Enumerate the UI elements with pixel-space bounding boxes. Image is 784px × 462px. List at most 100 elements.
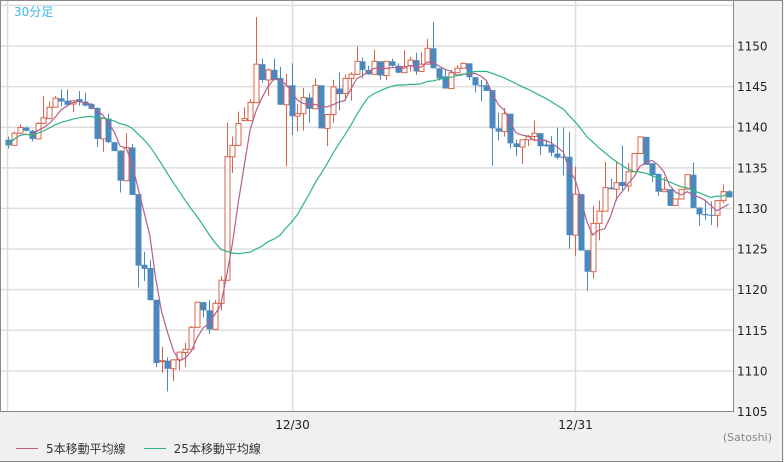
legend-item-ma5: 5本移動平均線 — [16, 440, 126, 457]
candle-body-down — [58, 98, 65, 102]
candle-body-down — [643, 136, 650, 165]
candle-body-down — [277, 77, 284, 105]
candle-body-down — [537, 133, 544, 147]
candle-body-down — [436, 68, 443, 79]
candle-body-down — [76, 99, 83, 102]
candle-body-up — [312, 84, 319, 110]
candle-body-down — [141, 264, 148, 269]
candle-body-down — [430, 48, 437, 69]
candle-body-up — [501, 113, 508, 133]
candle-body-up — [354, 60, 361, 75]
candle-body-down — [466, 63, 473, 78]
candle-body-down — [543, 144, 550, 147]
candle-body-up — [224, 156, 231, 281]
legend-swatch-ma25 — [143, 448, 166, 449]
plot-area — [0, 0, 733, 411]
candle-body-down — [200, 302, 207, 311]
candle-body-up — [294, 113, 301, 117]
candle-body-up — [684, 174, 691, 190]
legend-label-ma25: 25本移動平均線 — [173, 442, 261, 456]
legend-swatch-ma5 — [16, 448, 38, 449]
y-tick-label: 1125 — [737, 243, 768, 257]
y-tick-label: 1110 — [737, 364, 768, 378]
candle-body-up — [519, 139, 526, 148]
y-tick-label: 1105 — [737, 405, 768, 419]
candle-body-down — [105, 118, 112, 143]
legend-item-ma25: 25本移動平均線 — [143, 440, 261, 457]
candle-body-down — [289, 85, 296, 117]
candle-body-down — [560, 156, 567, 158]
candle-body-up — [531, 132, 538, 137]
candle-body-down — [111, 142, 118, 152]
candle-body-up — [170, 359, 177, 370]
candle-body-up — [348, 73, 355, 79]
candle-body-up — [247, 101, 254, 122]
candle-body-down — [554, 153, 561, 158]
candle-body-up — [448, 72, 455, 90]
candle-body-down — [483, 85, 490, 91]
candle-body-down — [5, 139, 12, 146]
candle-body-up — [637, 136, 644, 155]
candle-body-up — [613, 182, 620, 190]
candle-body-down — [690, 174, 697, 208]
candle-body-down — [442, 76, 449, 89]
candle-body-up — [253, 63, 260, 104]
candle-body-down — [584, 250, 591, 272]
candle-body-up — [229, 144, 236, 158]
y-tick-label: 1120 — [737, 283, 768, 297]
candle-body-up — [100, 118, 107, 140]
candle-body-up — [631, 153, 638, 173]
candle-body-up — [418, 63, 425, 72]
candle-body-down — [619, 181, 626, 187]
candle-body-up — [300, 96, 307, 115]
candle-body-down — [667, 189, 674, 206]
candle-body-up — [330, 86, 337, 116]
candle-body-up — [283, 85, 290, 106]
candle-body-up — [401, 66, 408, 74]
candle-body-down — [306, 97, 313, 109]
candle-body-down — [206, 310, 213, 330]
candle-body-down — [708, 214, 715, 216]
candle-body-down — [655, 173, 662, 192]
candle-body-down — [472, 77, 479, 86]
candle-body-up — [265, 69, 272, 81]
candle-body-up — [324, 114, 331, 129]
candle-body-up — [602, 187, 609, 212]
candle-body-up — [46, 106, 53, 120]
candle-body-up — [235, 122, 242, 146]
candle-body-down — [608, 187, 615, 190]
candle-body-up — [625, 171, 632, 187]
candle-body-down — [489, 90, 496, 129]
candle-body-down — [23, 127, 30, 131]
candle-body-up — [123, 146, 130, 182]
candle-body-down — [413, 60, 420, 72]
candle-body-down — [271, 69, 278, 81]
candle-body-up — [52, 97, 59, 108]
y-tick-label: 1130 — [737, 202, 768, 216]
candle-body-down — [507, 113, 514, 144]
candle-body-down — [726, 191, 733, 198]
candle-body-up — [40, 117, 47, 124]
candle-body-down — [64, 100, 71, 105]
candle-body-down — [566, 156, 573, 236]
candle-body-down — [359, 61, 366, 70]
candle-body-down — [578, 194, 585, 251]
candle-body-down — [135, 194, 142, 266]
y-tick-label: 1135 — [737, 161, 768, 175]
candle-body-up — [454, 67, 461, 74]
plot-border — [0, 0, 734, 412]
x-tick-label: 12/30 — [275, 418, 310, 432]
moving-average-25-line — [7, 70, 729, 255]
candle-body-down — [164, 360, 171, 369]
candle-body-down — [94, 108, 101, 139]
legend-label-ma5: 5本移動平均線 — [46, 442, 126, 456]
candle-body-up — [596, 210, 603, 224]
candle-body-down — [117, 150, 124, 181]
timeframe-label: 30分足 — [14, 5, 54, 19]
candle-body-down — [395, 65, 402, 73]
candle-body-up — [241, 118, 248, 122]
candle-body-up — [661, 188, 668, 193]
y-tick-label: 1140 — [737, 121, 768, 135]
candle-body-up — [460, 62, 467, 69]
